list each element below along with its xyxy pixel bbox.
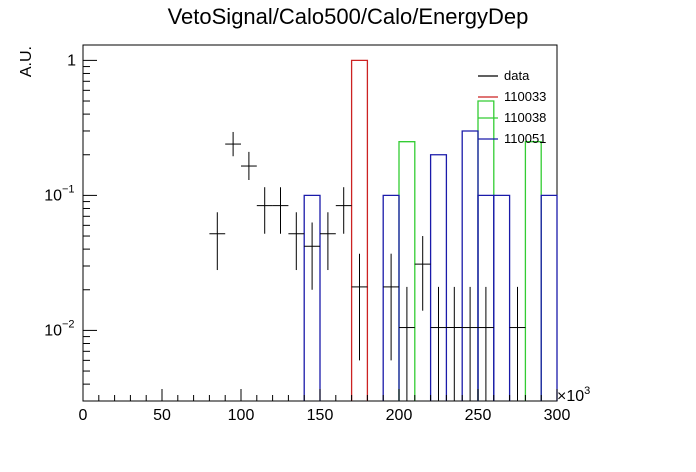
legend-entry-110033: 110033 (478, 89, 546, 104)
x-tick-label: 200 (386, 407, 413, 424)
series-110051-bin-6 (540, 194, 558, 401)
series-110051-bin-5 (493, 194, 511, 401)
data-point (256, 187, 273, 234)
data-point (509, 286, 526, 401)
y-tick-label-exponent: −2 (62, 318, 75, 330)
data-point (304, 222, 320, 290)
data-point (241, 151, 257, 181)
data-points-layer (209, 131, 526, 401)
x-tick-label: 250 (465, 407, 492, 424)
legend: data 110033 110038 110051 (478, 68, 546, 146)
series-110038-bin-2 (524, 141, 542, 401)
legend-label: 110033 (504, 89, 546, 104)
data-point (351, 253, 368, 361)
legend-entry-110051: 110051 (478, 131, 546, 146)
y-tick-label: 10 (44, 187, 62, 204)
data-point (272, 187, 289, 234)
data-point (414, 236, 431, 311)
data-point (288, 212, 305, 271)
legend-label: 110051 (504, 131, 546, 146)
histogram-layer (303, 59, 558, 401)
chart-title: VetoSignal/Calo500/Calo/EnergyDep (168, 4, 529, 29)
series-110051-bin-2 (429, 154, 448, 401)
data-point (430, 286, 447, 401)
data-point (225, 131, 241, 157)
legend-label: data (504, 68, 530, 83)
data-point (320, 212, 336, 271)
legend-label: 110038 (504, 110, 546, 125)
data-point (383, 253, 399, 361)
series-110033-bin-0 (350, 59, 369, 401)
data-point (478, 286, 494, 401)
data-point (209, 212, 226, 271)
x-axis-multiplier-exponent: 3 (584, 385, 590, 397)
data-point (446, 286, 463, 401)
y-tick-label: 1 (67, 52, 76, 69)
series-110051-bin-0 (303, 194, 321, 401)
x-axis-multiplier: ×103 (557, 385, 590, 405)
data-point (335, 187, 352, 234)
y-tick-label: 10 (44, 322, 62, 339)
x-tick-label: 0 (79, 407, 88, 424)
data-point (399, 286, 415, 401)
x-tick-label: 100 (228, 407, 255, 424)
y-axis-label: A.U. (18, 46, 35, 77)
x-tick-label: 300 (544, 407, 571, 424)
legend-entry-110038: 110038 (478, 110, 546, 125)
y-tick-label-exponent: −1 (62, 183, 75, 195)
x-tick-label: 150 (307, 407, 334, 424)
legend-entry-data: data (478, 68, 530, 83)
series-110051-bin-1 (382, 194, 400, 401)
data-point (462, 286, 478, 401)
x-tick-label: 50 (153, 407, 171, 424)
